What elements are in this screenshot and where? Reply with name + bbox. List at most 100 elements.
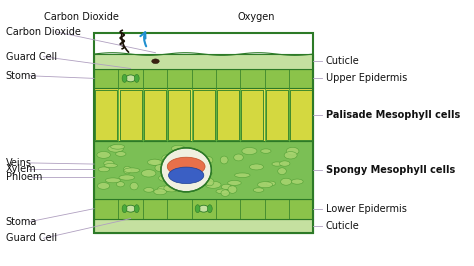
Text: Carbon Dioxide: Carbon Dioxide: [44, 12, 118, 22]
Bar: [120, 90, 142, 140]
Ellipse shape: [152, 59, 159, 64]
Ellipse shape: [257, 182, 273, 188]
Ellipse shape: [280, 161, 290, 166]
Ellipse shape: [117, 182, 125, 187]
Ellipse shape: [292, 179, 303, 184]
Ellipse shape: [119, 175, 135, 180]
Ellipse shape: [220, 156, 228, 164]
Ellipse shape: [108, 145, 124, 152]
Bar: [290, 90, 312, 140]
Ellipse shape: [162, 155, 175, 162]
Ellipse shape: [249, 164, 264, 170]
Ellipse shape: [169, 167, 204, 184]
Bar: [94, 33, 313, 233]
Text: Phloem: Phloem: [6, 172, 42, 182]
Ellipse shape: [266, 181, 275, 186]
Ellipse shape: [144, 188, 154, 192]
Ellipse shape: [202, 156, 213, 164]
Bar: [266, 90, 288, 140]
Text: Carbon Dioxide: Carbon Dioxide: [6, 27, 81, 37]
Bar: [266, 90, 288, 140]
Ellipse shape: [190, 153, 200, 159]
Ellipse shape: [200, 181, 213, 185]
Bar: [217, 90, 239, 140]
Ellipse shape: [221, 184, 231, 190]
Bar: [94, 141, 313, 199]
Ellipse shape: [281, 178, 292, 185]
Ellipse shape: [98, 182, 109, 189]
Text: Upper Epidermis: Upper Epidermis: [326, 73, 407, 83]
Bar: [168, 90, 190, 140]
Ellipse shape: [284, 152, 297, 159]
Text: Lower Epidermis: Lower Epidermis: [326, 204, 407, 214]
Text: Veins: Veins: [6, 158, 32, 168]
Bar: [94, 199, 313, 219]
Ellipse shape: [278, 168, 286, 174]
Ellipse shape: [199, 205, 209, 212]
Ellipse shape: [171, 161, 183, 167]
Ellipse shape: [172, 145, 185, 152]
Text: Guard Cell: Guard Cell: [6, 52, 57, 62]
Ellipse shape: [130, 182, 138, 190]
Text: Spongy Mesophyll cells: Spongy Mesophyll cells: [326, 165, 455, 175]
Text: Xylem: Xylem: [6, 164, 36, 174]
Bar: [217, 90, 239, 140]
Bar: [144, 90, 166, 140]
Bar: [290, 90, 312, 140]
Ellipse shape: [207, 205, 212, 213]
Ellipse shape: [124, 168, 140, 173]
Ellipse shape: [228, 180, 241, 185]
Ellipse shape: [204, 171, 212, 176]
Ellipse shape: [126, 75, 136, 82]
Ellipse shape: [205, 181, 221, 188]
Bar: [94, 69, 313, 88]
Ellipse shape: [159, 175, 173, 181]
Ellipse shape: [195, 205, 200, 213]
Bar: [95, 90, 117, 140]
Ellipse shape: [122, 74, 127, 82]
Ellipse shape: [242, 148, 257, 155]
Ellipse shape: [157, 186, 171, 192]
Text: Oxygen: Oxygen: [237, 12, 275, 22]
Ellipse shape: [235, 173, 250, 177]
Text: Cuticle: Cuticle: [326, 56, 360, 66]
Ellipse shape: [104, 164, 118, 168]
Text: Guard Cell: Guard Cell: [6, 233, 57, 243]
Ellipse shape: [105, 178, 120, 183]
Bar: [95, 90, 117, 140]
Text: Stoma: Stoma: [6, 71, 37, 81]
Ellipse shape: [134, 74, 139, 82]
Ellipse shape: [174, 178, 189, 183]
Ellipse shape: [167, 157, 205, 176]
Ellipse shape: [253, 188, 264, 192]
Ellipse shape: [134, 205, 139, 213]
Bar: [120, 90, 142, 140]
Ellipse shape: [161, 148, 211, 192]
Bar: [241, 90, 263, 140]
Ellipse shape: [216, 189, 229, 194]
Bar: [193, 90, 215, 140]
Ellipse shape: [104, 160, 114, 166]
Ellipse shape: [150, 159, 160, 165]
Bar: [168, 90, 190, 140]
Bar: [94, 88, 313, 141]
Text: Stoma: Stoma: [6, 217, 37, 227]
Ellipse shape: [228, 186, 237, 193]
Ellipse shape: [122, 205, 127, 213]
Ellipse shape: [110, 144, 125, 149]
Ellipse shape: [141, 170, 156, 177]
Ellipse shape: [154, 189, 166, 195]
Ellipse shape: [164, 184, 179, 192]
Ellipse shape: [126, 205, 136, 212]
Text: Palisade Mesophyll cells: Palisade Mesophyll cells: [326, 110, 460, 120]
Ellipse shape: [221, 190, 229, 196]
Ellipse shape: [206, 178, 214, 186]
Ellipse shape: [116, 152, 126, 156]
Ellipse shape: [286, 147, 299, 155]
Bar: [241, 90, 263, 140]
Bar: [193, 90, 215, 140]
Ellipse shape: [97, 152, 110, 158]
Ellipse shape: [234, 154, 243, 161]
Ellipse shape: [123, 166, 131, 174]
Bar: [144, 90, 166, 140]
